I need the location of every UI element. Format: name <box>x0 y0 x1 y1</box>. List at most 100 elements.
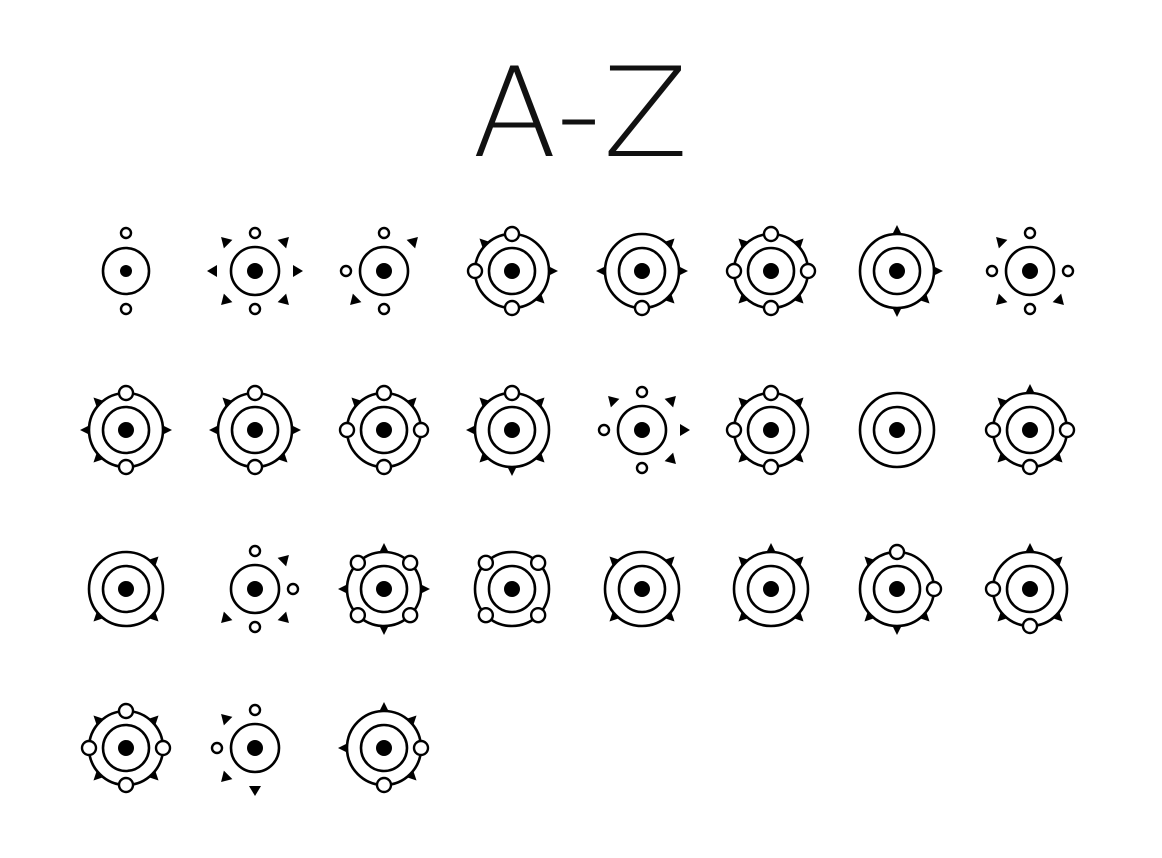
glyph-T <box>473 550 551 628</box>
center-dot <box>376 422 392 438</box>
glyph-R <box>221 544 300 634</box>
orbit-dot-bottom <box>1023 302 1037 316</box>
center-dot <box>118 740 134 756</box>
center-dot <box>634 422 650 438</box>
inner-ring <box>487 246 537 296</box>
center-dot <box>247 263 263 279</box>
orbit-dot-top <box>762 225 780 243</box>
arrow-top-right <box>277 237 289 249</box>
arrow-top-right <box>664 396 676 408</box>
center-dot <box>376 263 392 279</box>
orbit-dot-left <box>984 580 1002 598</box>
orbit-dot-right <box>412 739 430 757</box>
glyph-M <box>597 385 690 475</box>
glyph-D <box>466 225 558 317</box>
orbit-dot-bottom <box>377 302 391 316</box>
orbit-dot-left <box>466 262 484 280</box>
arrow-top-left <box>221 714 233 726</box>
orbit-dot-right <box>1058 421 1076 439</box>
glyph-F <box>725 225 817 317</box>
inner-ring <box>872 405 922 455</box>
glyph-E <box>596 232 688 317</box>
orbit-dot-top <box>503 225 521 243</box>
center-dot <box>889 422 905 438</box>
arrow-bottom-right <box>1052 293 1064 305</box>
orbit-dot-bottom <box>762 299 780 317</box>
orbit-dot-top-left <box>477 554 495 572</box>
arrow-bottom-right <box>664 452 676 464</box>
orbit-dot-top <box>248 703 262 717</box>
center-dot <box>120 265 132 277</box>
glyph-S <box>338 543 430 635</box>
glyph-Q <box>87 550 165 628</box>
orbit-dot-right <box>154 739 172 757</box>
glyph-K <box>338 384 430 476</box>
inner-ring <box>1005 564 1055 614</box>
orbit-dot-top-right <box>401 554 419 572</box>
glyph-[ <box>338 702 430 794</box>
arrow-bottom-right <box>277 293 289 305</box>
orbit-dot-bottom <box>248 620 262 634</box>
orbit-dot-bottom <box>762 458 780 476</box>
arrow-left <box>207 265 217 277</box>
inner-ring <box>359 723 409 773</box>
glyph-Y <box>80 702 172 794</box>
glyph-I <box>80 384 172 476</box>
orbit-dot-left <box>339 264 353 278</box>
orbit-dot-left <box>597 423 611 437</box>
center-dot <box>889 581 905 597</box>
glyph-J <box>209 384 301 476</box>
arrow-bottom-right <box>277 611 289 623</box>
center-dot <box>504 581 520 597</box>
orbit-dot-bottom <box>635 461 649 475</box>
inner-ring <box>746 564 796 614</box>
glyph-H <box>985 226 1075 316</box>
orbit-dot-bottom <box>375 458 393 476</box>
arrow-bottom <box>249 786 261 796</box>
orbit-dot-bottom-right <box>401 606 419 624</box>
orbit-dot-bottom <box>1021 458 1039 476</box>
center-dot <box>634 263 650 279</box>
orbit-dot-left <box>985 264 999 278</box>
orbit-dot-bottom <box>248 302 262 316</box>
inner-ring <box>359 405 409 455</box>
center-dot <box>889 263 905 279</box>
orbit-dot-top <box>762 384 780 402</box>
orbit-dot-left <box>984 421 1002 439</box>
orbit-dot-top-right <box>529 554 547 572</box>
orbit-dot-top <box>117 702 135 720</box>
glyph-G <box>858 225 943 317</box>
orbit-dot-top <box>248 544 262 558</box>
orbit-dot-bottom-left <box>349 606 367 624</box>
orbit-dot-top <box>119 226 133 240</box>
orbit-dot-bottom-right <box>529 606 547 624</box>
center-dot <box>504 422 520 438</box>
arrow-top-left <box>608 396 620 408</box>
orbit-dot-top <box>503 384 521 402</box>
page-title: A-Z <box>472 42 690 186</box>
center-dot <box>763 263 779 279</box>
inner-ring <box>617 246 667 296</box>
orbit-dot-right <box>412 421 430 439</box>
orbit-dot-left <box>725 421 743 439</box>
center-dot <box>1022 263 1038 279</box>
glyph-W <box>858 543 943 635</box>
orbit-dot-top <box>248 226 262 240</box>
glyph-U <box>603 550 681 628</box>
glyph-P <box>984 384 1076 476</box>
orbit-dot-top-left <box>349 554 367 572</box>
inner-ring <box>101 564 151 614</box>
inner-ring <box>359 564 409 614</box>
center-dot <box>247 422 263 438</box>
orbit-dot-left <box>80 739 98 757</box>
arrow-bottom-left <box>221 293 233 305</box>
arrow-right <box>293 265 303 277</box>
glyph-C <box>339 226 418 316</box>
center-dot <box>118 422 134 438</box>
arrow-bottom-left <box>996 293 1008 305</box>
orbit-dot-bottom <box>1021 617 1039 635</box>
orbit-dot-bottom <box>119 302 133 316</box>
glyph-V <box>732 543 810 628</box>
orbit-dot-right <box>925 580 943 598</box>
